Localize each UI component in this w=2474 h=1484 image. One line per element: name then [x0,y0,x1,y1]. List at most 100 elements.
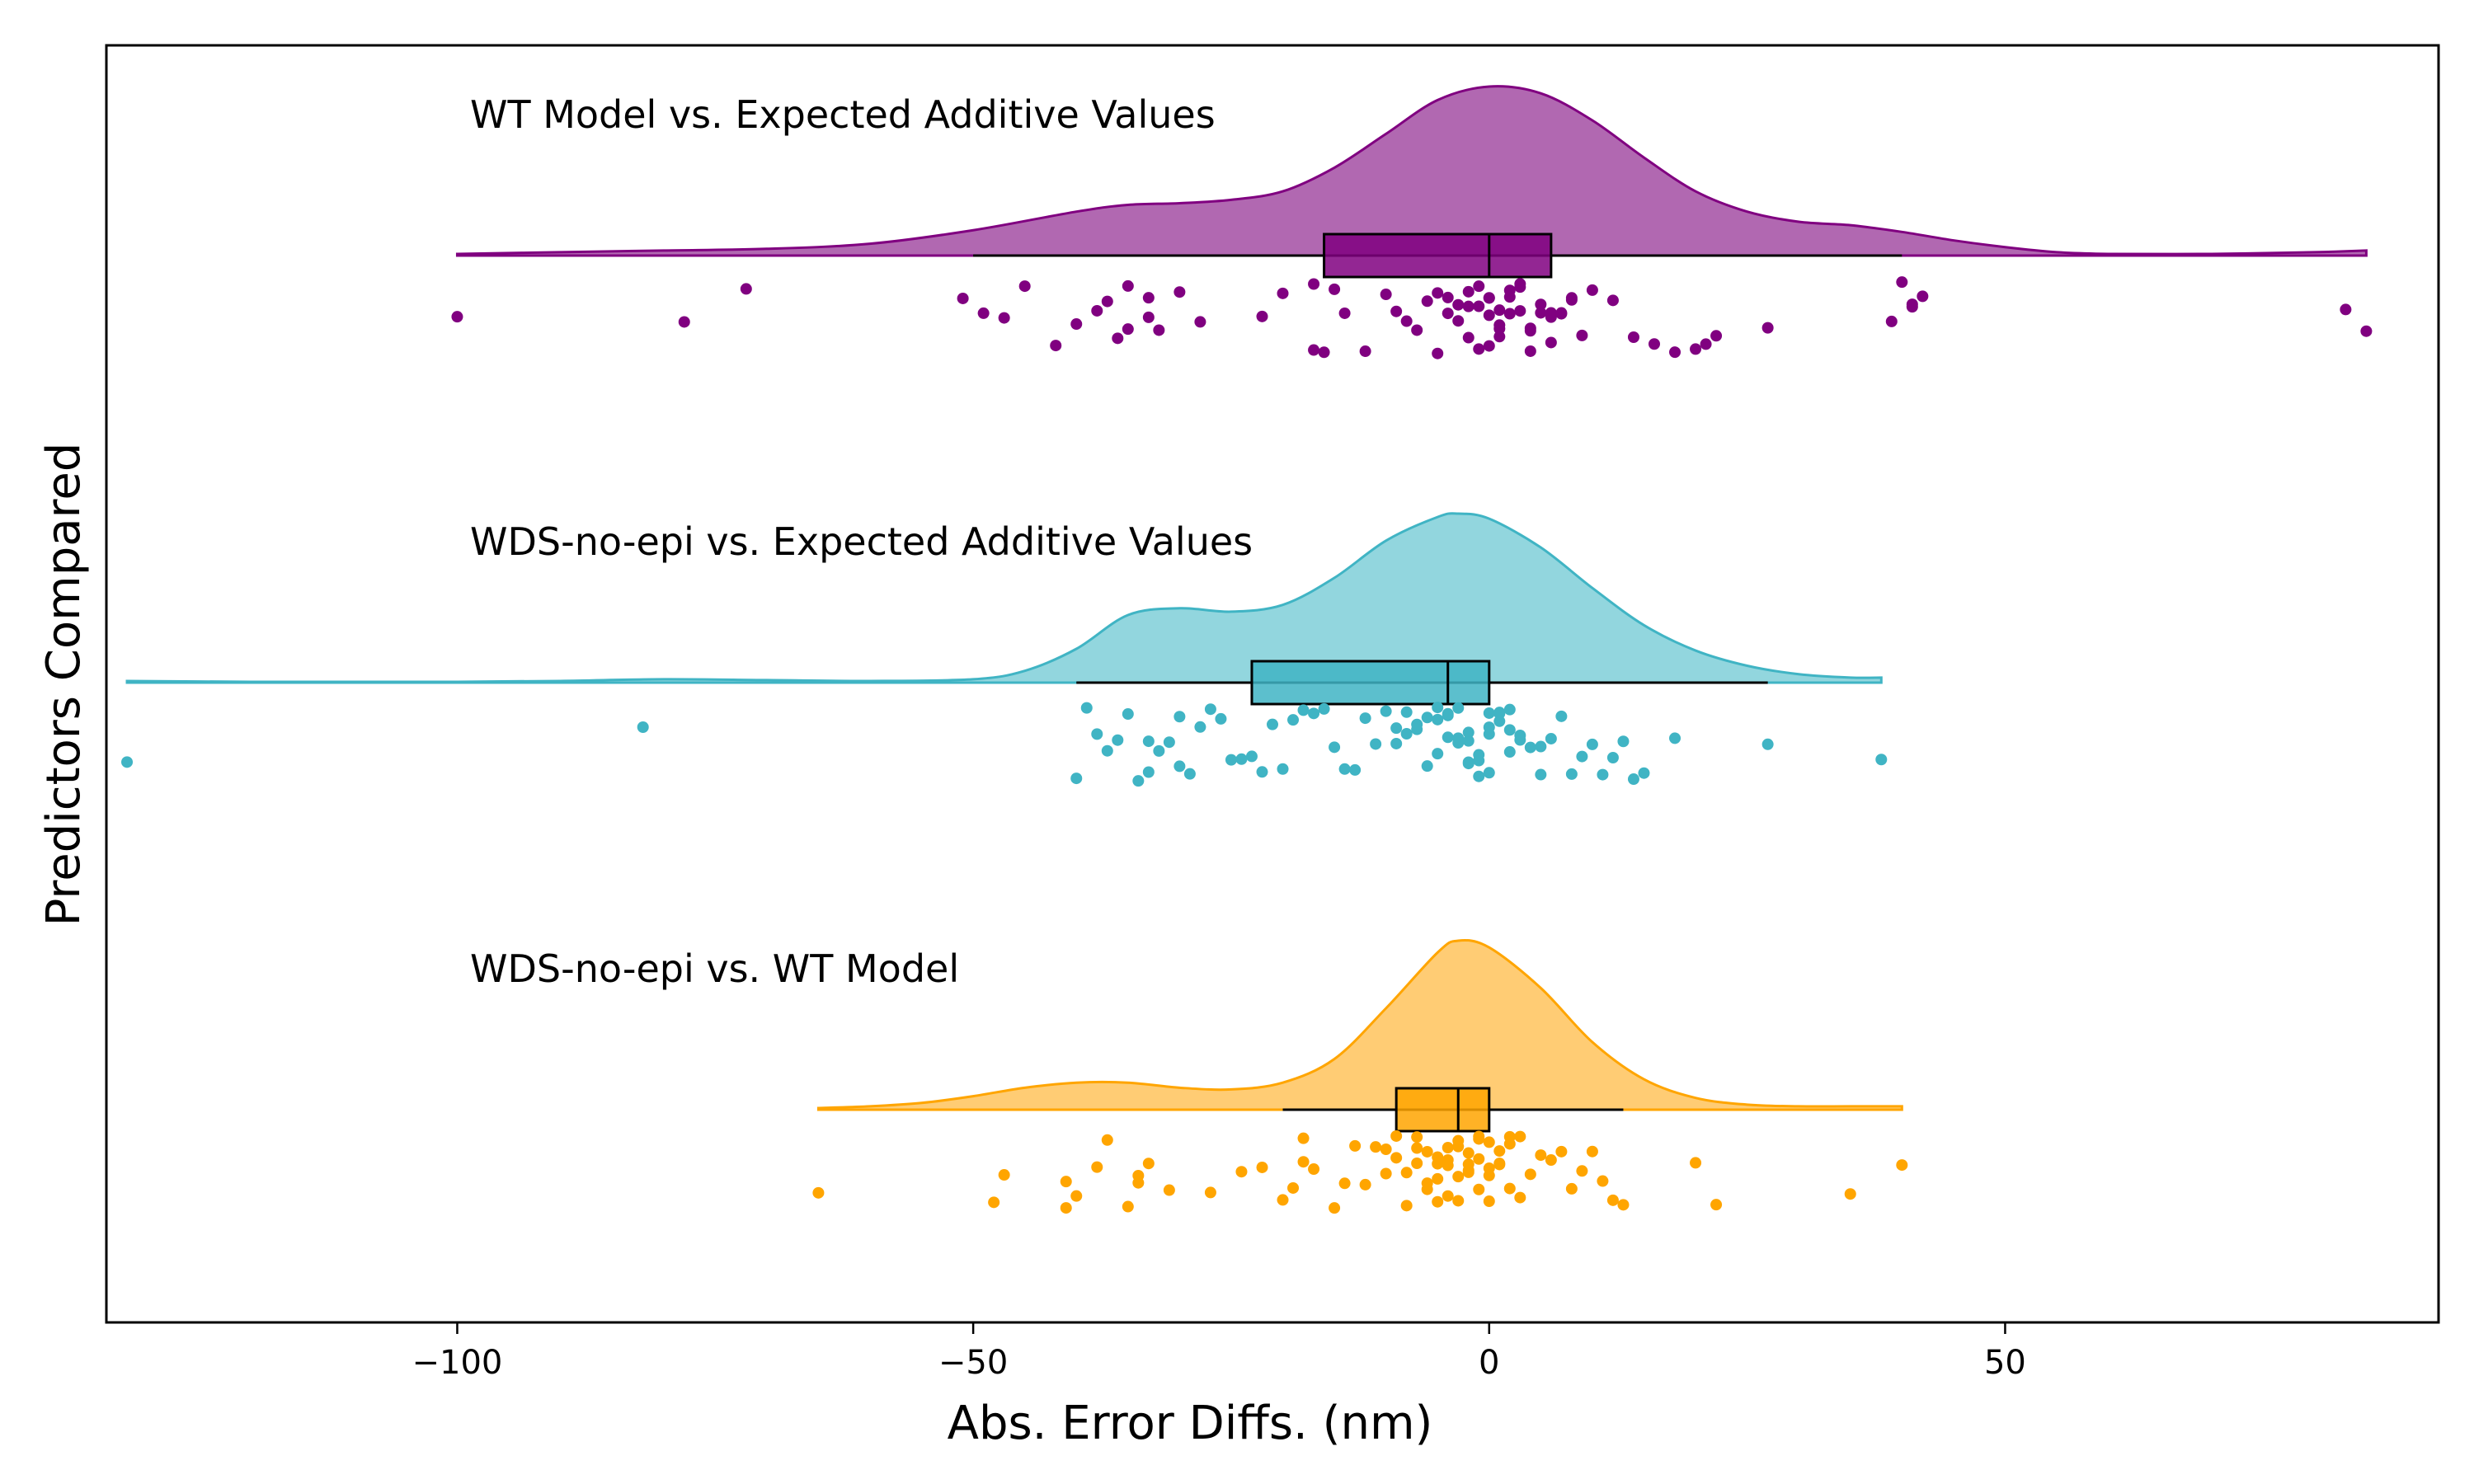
data-point [1503,746,1516,758]
density-clouds [125,85,2368,1111]
data-point [1483,309,1495,322]
data-point [1906,301,1918,313]
data-point [1576,329,1588,341]
data-point [1452,732,1465,744]
data-point [1524,322,1536,335]
group-label-2: WDS-no-epi vs. Expected Additive Values [470,519,1253,564]
data-point [1606,294,1619,307]
data-point [1163,736,1175,749]
data-point [1204,703,1216,716]
data-point [1411,723,1423,735]
x-axis-label: Abs. Error Diffs. (nm) [948,1397,1433,1450]
data-point [988,1196,1000,1209]
data-point [1370,738,1382,750]
jitter-points [121,276,2373,1214]
data-point [1308,344,1320,356]
x-axis-ticks: −100 −50 0 50 [412,1322,2026,1382]
data-point [1432,748,1444,760]
data-point [1359,345,1371,358]
data-point [1421,711,1433,724]
data-point [1885,315,1898,327]
data-point [1174,760,1186,773]
data-point [1400,1200,1413,1212]
data-point [1442,731,1454,744]
data-point [1421,295,1433,308]
data-point [1235,753,1248,765]
data-point [1462,756,1475,768]
data-point [1400,706,1413,718]
data-point [1896,1159,1908,1172]
data-point [1338,763,1351,775]
data-point [1514,1191,1526,1204]
data-point [1174,286,1186,298]
data-point [1648,338,1660,350]
data-point [1597,768,1609,781]
data-point [1669,732,1681,744]
data-point [1627,773,1639,786]
iqr-box-3 [1395,1087,1491,1133]
data-point [1380,289,1392,301]
data-point [1565,1182,1578,1195]
data-point [1194,316,1206,328]
data-point [1462,735,1475,747]
data-point [1432,347,1444,359]
data-point [1483,728,1495,740]
data-point [2340,303,2352,316]
data-point [812,1186,825,1199]
data-point [1390,722,1403,735]
data-point [1483,707,1495,719]
data-point [1493,322,1506,335]
density-cloud-2 [125,512,1883,684]
data-point [1514,278,1526,290]
data-point [1359,1178,1371,1190]
rain-group-1 [451,276,2373,359]
data-point [1432,713,1444,726]
data-point [1411,324,1423,336]
x-tick-label: −100 [412,1344,503,1382]
data-point [1617,1199,1630,1211]
data-point [1442,308,1454,320]
data-point [1690,343,1702,355]
iqr-box-2 [1250,660,1491,706]
data-point [1473,300,1485,312]
data-point [1565,768,1578,780]
data-point [1390,737,1403,749]
data-point [1122,279,1134,292]
data-point [1318,702,1330,715]
data-point [1112,332,1124,345]
data-point [1493,304,1506,317]
data-point [1308,1163,1320,1176]
data-point [1122,1200,1134,1213]
data-point [1183,768,1196,780]
data-point [1194,721,1206,733]
box-plots [973,232,1903,1133]
data-point [1277,287,1289,299]
data-point [998,312,1010,324]
data-point [1101,295,1113,308]
data-point [1473,1133,1485,1145]
data-point [1142,292,1155,304]
data-point [1297,1132,1310,1144]
data-point [1091,1161,1103,1173]
data-point [1277,1194,1289,1206]
data-point [1700,338,1712,350]
data-point [1070,773,1083,785]
data-point [1586,1145,1598,1158]
data-point [1308,278,1320,290]
data-point [1400,728,1413,740]
data-point [1503,1182,1516,1195]
data-point [1442,709,1454,721]
data-point [1473,749,1485,761]
data-point [1844,1188,1856,1200]
data-point [1503,291,1516,303]
data-point [1329,741,1341,754]
data-point [1514,305,1526,317]
data-point [1462,1158,1475,1171]
data-point [1483,767,1495,779]
data-point [1514,729,1526,741]
data-point [1080,702,1093,714]
data-point [1565,292,1578,304]
group-labels: WT Model vs. Expected Additive Values WDS… [470,92,1253,991]
data-point [1163,1184,1175,1196]
data-point [1761,322,1774,334]
